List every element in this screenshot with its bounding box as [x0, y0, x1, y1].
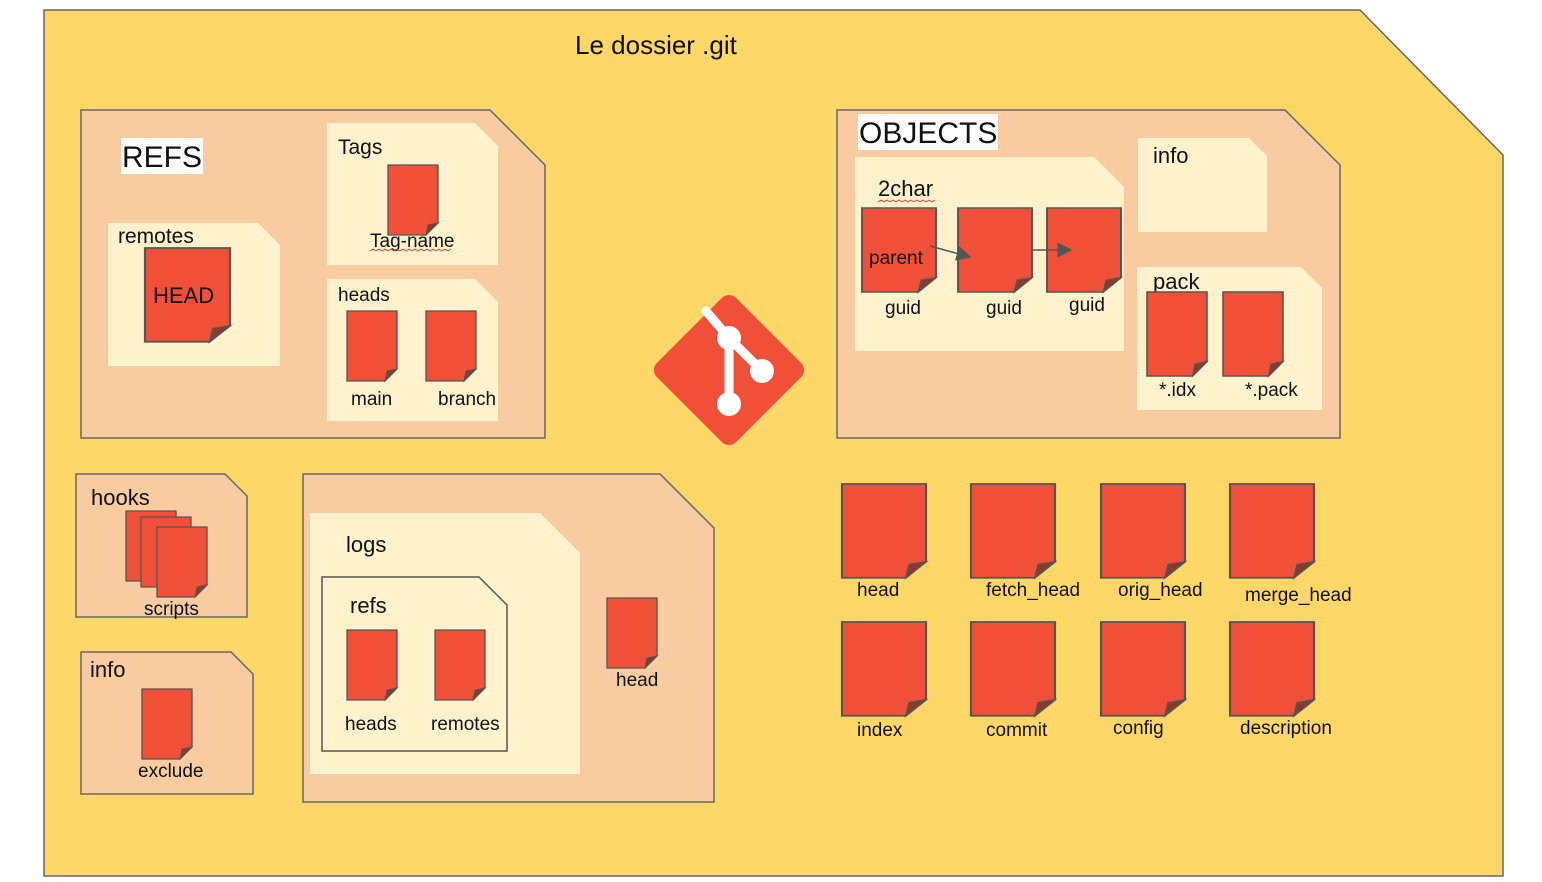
root-file-merge-head: [1228, 482, 1316, 579]
refs-remotes-label: remotes: [118, 225, 194, 248]
objects-title-bg: [858, 114, 998, 150]
refs-remotes-file-label: HEAD: [153, 283, 214, 308]
logs-refs-folder: [321, 576, 508, 752]
objects-file-label-guid-1: guid: [986, 298, 1022, 319]
refs-title: REFS: [122, 141, 202, 174]
objects-file-guid-1: [957, 207, 1033, 293]
hooks-file-3: [156, 526, 208, 598]
refs-tags-file: [387, 164, 439, 236]
root-file-label-fetch-head: fetch_head: [986, 580, 1080, 601]
objects-file-label-guid-2: guid: [1069, 295, 1105, 316]
logs-head-file-label: head: [616, 670, 658, 691]
root-file-label-commit: commit: [986, 720, 1048, 741]
git-logo-icon: [653, 294, 805, 446]
objects-info-folder: [1138, 138, 1267, 232]
info-file-label: exclude: [138, 761, 204, 782]
objects-pack-file-label-pack: *.pack: [1245, 380, 1298, 401]
objects-pack-file-pack: [1222, 291, 1284, 377]
objects-info-label: info: [1153, 143, 1188, 168]
objects-file-label-parent: parent: [869, 248, 924, 269]
spellcheck-underline: [877, 199, 936, 203]
root-file-label-config: config: [1113, 718, 1164, 739]
refs-heads-file-label-main: main: [351, 389, 392, 410]
root-file-description: [1228, 620, 1316, 717]
diagram-title: Le dossier .git: [575, 30, 738, 60]
logs-head-file: [606, 597, 658, 669]
refs-title-bg: [121, 138, 203, 174]
root-file-index: [840, 620, 928, 717]
root-file-label-index: index: [857, 720, 903, 741]
objects-pack-file-label-idx: *.idx: [1159, 380, 1196, 401]
objects-title: OBJECTS: [859, 117, 997, 150]
refs-heads-label: heads: [338, 285, 390, 306]
logs-refs-file-label-heads: heads: [345, 714, 397, 735]
logs-refs-file-label-remotes: remotes: [431, 714, 500, 735]
objects-2char-label: 2char: [878, 176, 933, 201]
root-file-head: [840, 482, 928, 579]
hooks-label: hooks: [91, 485, 150, 510]
spellcheck-underline-tag: [369, 248, 452, 252]
root-file-orig-head: [1099, 482, 1187, 579]
refs-tags-file-label: Tag-name: [370, 231, 455, 252]
objects-file-label-guid-0: guid: [885, 298, 921, 319]
objects-pack-label: pack: [1153, 269, 1200, 294]
refs-heads-file-main: [346, 310, 398, 382]
info-file-exclude: [141, 688, 193, 760]
refs-tags-label: Tags: [338, 136, 382, 159]
logs-refs-label: refs: [350, 593, 387, 618]
root-file-label-description: description: [1240, 718, 1332, 739]
objects-pack-file-idx: [1146, 291, 1208, 377]
root-file-label-merge-head: merge_head: [1245, 585, 1352, 606]
root-file-fetch-head: [969, 482, 1057, 579]
root-file-label-head: head: [857, 580, 899, 601]
arrow-parent-to-guid: [929, 245, 972, 261]
root-file-label-orig-head: orig_head: [1118, 580, 1203, 601]
logs-label: logs: [346, 532, 386, 557]
logs-refs-file-heads: [346, 629, 398, 701]
root-file-commit: [969, 620, 1057, 717]
root-file-config: [1099, 620, 1187, 717]
logs-refs-file-remotes: [434, 629, 486, 701]
refs-heads-file-branch: [425, 310, 477, 382]
hooks-file-label: scripts: [144, 599, 199, 620]
info-label: info: [90, 657, 125, 682]
refs-heads-file-label-branch: branch: [438, 389, 496, 410]
